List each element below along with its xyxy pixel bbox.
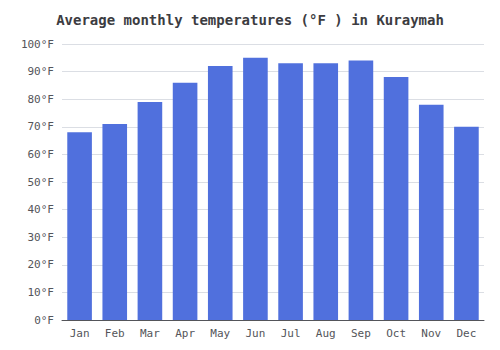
svg-text:Jun: Jun bbox=[245, 327, 265, 340]
svg-text:70°F: 70°F bbox=[28, 120, 55, 133]
svg-text:Aug: Aug bbox=[316, 327, 336, 340]
svg-text:0°F: 0°F bbox=[34, 314, 54, 327]
svg-text:100°F: 100°F bbox=[21, 38, 54, 51]
svg-text:30°F: 30°F bbox=[28, 231, 55, 244]
svg-text:Sep: Sep bbox=[351, 327, 371, 340]
svg-text:50°F: 50°F bbox=[28, 176, 55, 189]
svg-text:90°F: 90°F bbox=[28, 65, 55, 78]
svg-text:Nov: Nov bbox=[421, 327, 441, 340]
svg-text:60°F: 60°F bbox=[28, 148, 55, 161]
svg-text:Oct: Oct bbox=[386, 327, 406, 340]
svg-text:40°F: 40°F bbox=[28, 203, 55, 216]
svg-text:Feb: Feb bbox=[105, 327, 125, 340]
svg-text:20°F: 20°F bbox=[28, 258, 55, 271]
svg-text:80°F: 80°F bbox=[28, 93, 55, 106]
svg-text:May: May bbox=[210, 327, 230, 340]
svg-text:Dec: Dec bbox=[456, 327, 476, 340]
svg-text:10°F: 10°F bbox=[28, 286, 55, 299]
svg-text:Apr: Apr bbox=[175, 327, 195, 340]
svg-text:Average monthly temperatures (: Average monthly temperatures (°F ) in Ku… bbox=[56, 12, 444, 28]
svg-text:Jan: Jan bbox=[70, 327, 90, 340]
svg-text:Mar: Mar bbox=[140, 327, 160, 340]
svg-text:Jul: Jul bbox=[281, 327, 301, 340]
